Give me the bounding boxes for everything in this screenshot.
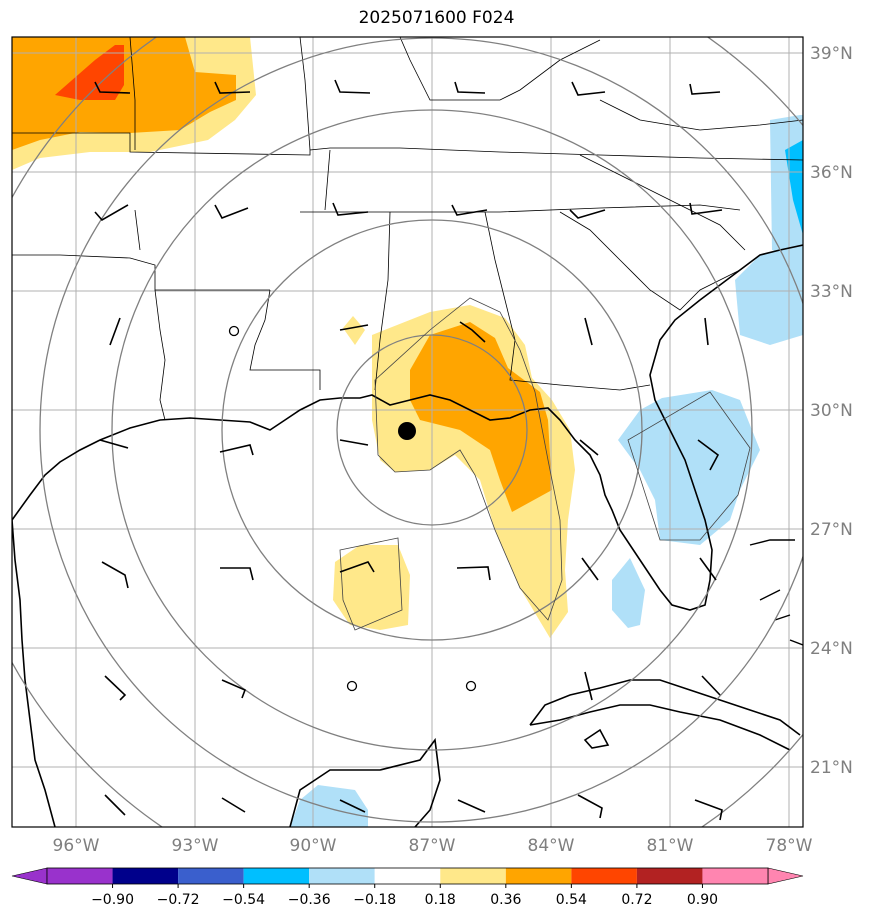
lon-label: 78°W [766, 836, 813, 856]
lat-label: 36°N [810, 163, 853, 183]
filled-contours [12, 37, 803, 827]
lon-label: 90°W [290, 836, 337, 856]
lat-label: 30°N [810, 401, 853, 421]
colorbar-tick-label: −0.54 [222, 892, 265, 908]
map-title: 2025071600 F024 [358, 8, 515, 28]
colorbar-bin [309, 868, 375, 884]
latitude-labels: 39°N 36°N 33°N 30°N 27°N 24°N 21°N [810, 44, 853, 778]
longitude-labels: 96°W 93°W 90°W 87°W 84°W 81°W 78°W [53, 836, 813, 856]
colorbar-tick-label: −0.72 [157, 892, 200, 908]
lon-label: 81°W [647, 836, 694, 856]
colorbar-tick-label: 0.36 [490, 892, 521, 908]
colorbar-bin [243, 868, 310, 884]
lat-label: 24°N [810, 639, 853, 659]
colorbar-bin [440, 868, 506, 884]
colorbar-tick-label: −0.90 [91, 892, 134, 908]
colorbar-under [11, 867, 48, 885]
lon-label: 93°W [172, 836, 219, 856]
contour-outlines [339, 297, 751, 631]
colorbar-tick-label: 0.72 [621, 892, 652, 908]
colorbar-tick-label: −0.18 [353, 892, 396, 908]
colorbar-over [767, 867, 804, 885]
lat-label: 27°N [810, 520, 853, 540]
lon-label: 96°W [53, 836, 100, 856]
colorbar-tick-label: 0.18 [425, 892, 456, 908]
lat-label: 39°N [810, 44, 853, 64]
colorbar-bin [112, 868, 179, 884]
colorbar-tick-label: 0.90 [687, 892, 718, 908]
colorbar-bin [702, 868, 768, 884]
lat-label: 21°N [810, 758, 853, 778]
map-frame [11, 36, 804, 828]
colorbar-tick-label: 0.54 [556, 892, 587, 908]
wind-barbs [94, 79, 723, 821]
colorbar-bin [505, 868, 572, 884]
lat-label: 33°N [810, 282, 853, 302]
colorbar-bin [636, 868, 703, 884]
storm-center-marker [398, 422, 416, 440]
colorbar-bin [178, 868, 244, 884]
lon-label: 84°W [528, 836, 575, 856]
colorbar: −0.90 −0.72 −0.54 −0.36 −0.18 0.18 0.36 0.54 0.7… [11, 867, 804, 908]
colorbar-bin [374, 868, 441, 884]
colorbar-bin [571, 868, 637, 884]
colorbar-tick-label: −0.36 [288, 892, 331, 908]
colorbar-bin [47, 868, 113, 884]
lon-label: 87°W [409, 836, 456, 856]
coastlines-and-borders [12, 37, 803, 827]
